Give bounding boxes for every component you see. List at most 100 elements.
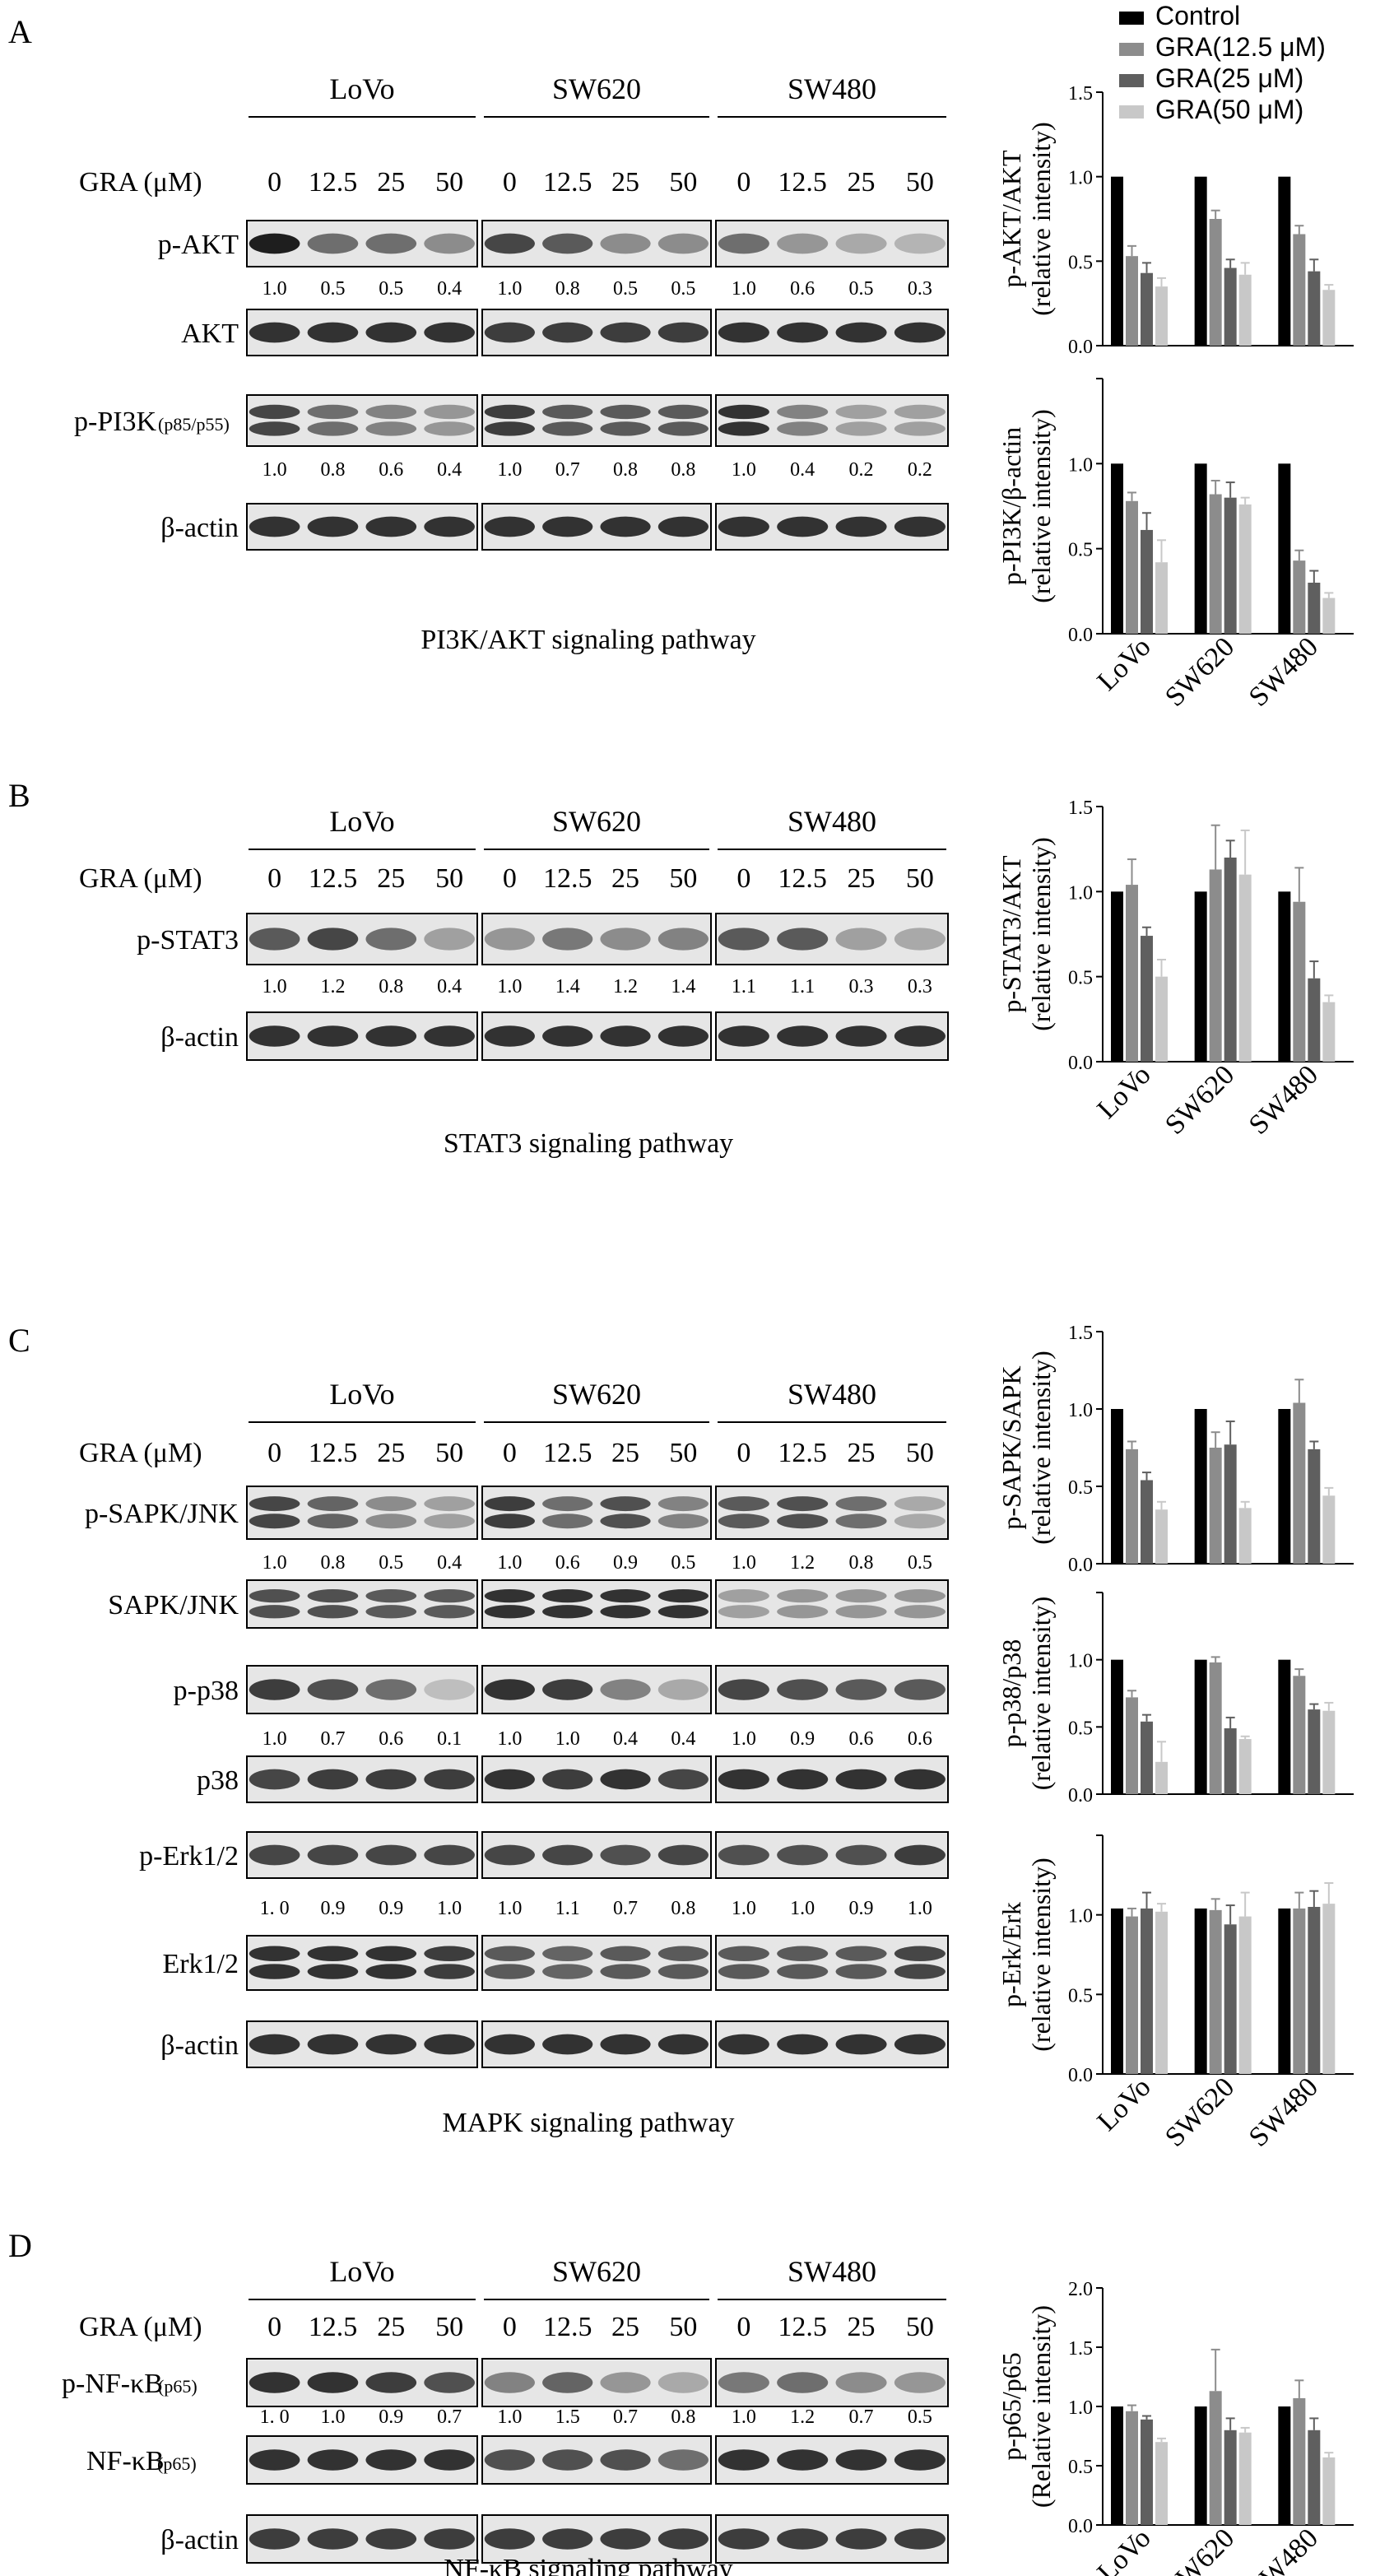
blot-label: β-actin [160, 2525, 239, 2555]
blot-band [484, 2449, 535, 2471]
blot-band [484, 2034, 535, 2055]
blot-band [542, 516, 593, 537]
bar [1293, 1908, 1306, 2074]
x-tick-label: SW480 [1243, 1059, 1324, 1140]
bar [1322, 1904, 1336, 2074]
band-quantification: 1.0 [263, 459, 287, 481]
x-tick-label: LoVo [1091, 2523, 1156, 2576]
blot-band [484, 1025, 535, 1047]
band-quantification: 0.2 [908, 459, 932, 481]
band-quantification: 1.0 [497, 1898, 522, 1919]
blot-band [307, 322, 359, 343]
blot-band [484, 1514, 535, 1529]
blot-band [718, 421, 769, 436]
bar [1209, 869, 1222, 1062]
dose-value: 12.5 [543, 167, 592, 198]
y-axis-label-units: (relative intensity) [1026, 1351, 1056, 1544]
blot-band [424, 1946, 475, 1962]
blot-band [249, 928, 300, 951]
blot-band [542, 1769, 593, 1790]
blot-band [542, 928, 593, 951]
band-quantification: 0.9 [849, 1898, 874, 1919]
blot-band [657, 233, 709, 254]
blot-band [777, 1605, 829, 1619]
blot-band [777, 2034, 829, 2055]
pathway-label: PI3K/AKT signaling pathway [421, 625, 755, 655]
dose-value: 0 [503, 863, 517, 894]
blot-band [600, 1496, 651, 1512]
blot-band [424, 1844, 475, 1866]
panel-letter: D [8, 2227, 32, 2264]
blot-band [718, 2528, 769, 2550]
blot-band [424, 1964, 475, 1979]
blot-strip [715, 1579, 949, 1629]
band-quantification: 0.9 [379, 1898, 403, 1919]
bar [1224, 1444, 1237, 1564]
bar [1111, 2406, 1123, 2525]
bar [1141, 272, 1153, 346]
blot-band [365, 2034, 417, 2055]
band-quantification: 0.4 [437, 976, 462, 997]
y-tick-label: 0.0 [1068, 337, 1093, 358]
y-tick-label: 1.5 [1068, 2338, 1093, 2360]
blot-strip [481, 1935, 712, 1991]
blot-band [542, 1964, 593, 1979]
bar [1194, 1659, 1207, 1794]
band-quantification: 1.2 [790, 2406, 815, 2428]
bar [1111, 176, 1123, 346]
cell-line-header: SW480 [788, 2255, 876, 2288]
dose-value: 25 [611, 2312, 639, 2342]
bar [1209, 494, 1222, 634]
blot-band [835, 2449, 887, 2471]
blot-band [894, 1605, 946, 1619]
blot-band [542, 1679, 593, 1700]
band-quantification: 1.0 [908, 1898, 932, 1919]
cell-line-header: SW480 [788, 805, 876, 838]
blot-band [249, 2528, 300, 2550]
y-tick-label: 1.0 [1068, 2397, 1093, 2419]
blot-band [424, 404, 475, 420]
blot-band [718, 1679, 769, 1700]
blot-strip [481, 1579, 712, 1629]
blot-band [542, 1589, 593, 1603]
bar [1126, 2411, 1138, 2525]
blot-band [600, 233, 651, 254]
band-quantification: 1.0 [732, 2406, 756, 2428]
blot-band [777, 516, 829, 537]
dose-value: 0 [503, 1438, 517, 1468]
bar [1126, 1448, 1138, 1564]
dose-value: 25 [377, 167, 405, 198]
blot-band [424, 322, 475, 343]
bar-chart: 0.0 0.5 1.0 1.5 p-SAPK/SAPK (relative intensi… [997, 1323, 1354, 1576]
y-axis-label-units: (relative intensity) [1026, 409, 1056, 602]
blot-band [777, 928, 829, 951]
blot-band [365, 1844, 417, 1866]
blot-band [894, 2372, 946, 2393]
legend-swatch [1119, 74, 1144, 87]
y-axis-label: p-AKT/AKT [997, 150, 1026, 288]
blot-band [835, 322, 887, 343]
x-tick-label: SW620 [1159, 631, 1240, 712]
panel-letter: C [8, 1322, 30, 1359]
cell-line-header: SW620 [552, 1378, 641, 1411]
dose-value: 50 [669, 863, 697, 894]
dose-value: 12.5 [309, 167, 358, 198]
band-quantification: 0.5 [379, 1552, 403, 1574]
blot-band [657, 421, 709, 436]
blot-band [307, 1605, 359, 1619]
bar [1111, 1409, 1123, 1564]
dose-value: 50 [669, 2312, 697, 2342]
blot-band [835, 1605, 887, 1619]
blot-label: p-NF-κB [62, 2369, 163, 2399]
blot-band [424, 421, 475, 436]
band-quantification: 0.8 [379, 976, 403, 997]
blot-band [365, 1514, 417, 1529]
bar [1126, 500, 1138, 634]
blot-band [424, 233, 475, 254]
dose-header: GRA (μM) [79, 167, 202, 198]
bar [1209, 1662, 1222, 1794]
bar [1141, 1721, 1153, 1794]
blot-band [484, 1496, 535, 1512]
blot-band [835, 233, 887, 254]
blot-band [600, 2034, 651, 2055]
